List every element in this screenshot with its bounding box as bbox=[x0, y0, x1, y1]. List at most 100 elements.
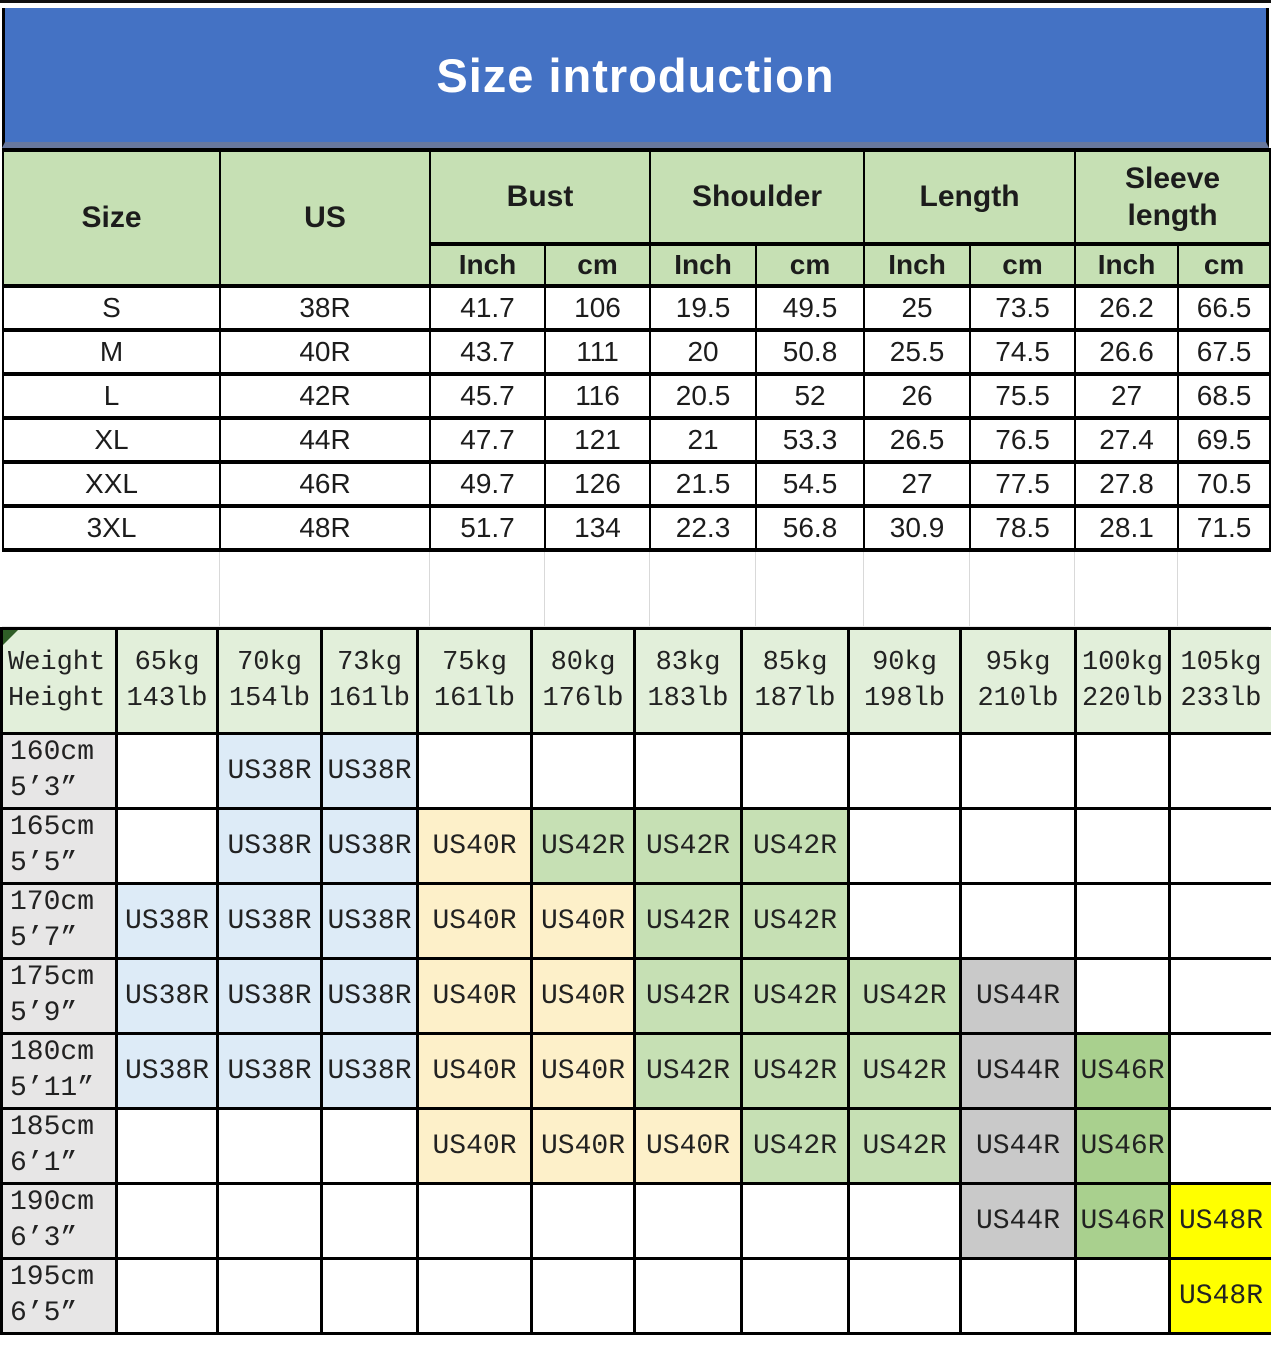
fit-size-cell: US38R bbox=[320, 1032, 419, 1110]
fit-size-cell: US38R bbox=[115, 957, 219, 1035]
measurement-cell: 27.8 bbox=[1074, 460, 1180, 508]
measurement-cell: 26.6 bbox=[1074, 328, 1180, 376]
measurement-cell: 54.5 bbox=[755, 460, 866, 508]
spacer-cell bbox=[2, 552, 220, 627]
weight-header-cell: 70kg 154lb bbox=[216, 627, 323, 735]
us-size-cell: 44R bbox=[219, 416, 431, 464]
fit-empty-cell bbox=[1074, 1257, 1171, 1335]
fit-size-cell: US42R bbox=[530, 807, 636, 885]
size-table-row: S 38R 41.7 106 19.5 49.5 25 73.5 26.2 66.5 bbox=[2, 284, 1271, 332]
height-row-label: 190cm 6’3” bbox=[0, 1182, 118, 1260]
height-ft-label: 6’3” bbox=[10, 1223, 78, 1254]
height-ft-label: 6’1” bbox=[10, 1148, 78, 1179]
fit-empty-cell bbox=[320, 1107, 419, 1185]
fit-empty-cell bbox=[216, 1107, 323, 1185]
measurement-cell: 25.5 bbox=[863, 328, 972, 376]
measurement-cell: 68.5 bbox=[1177, 372, 1271, 420]
measurement-cell: 121 bbox=[543, 416, 652, 464]
size-table-unit-cell: Inch bbox=[863, 242, 972, 288]
fit-size-cell: US40R bbox=[416, 1032, 533, 1110]
fit-size-cell: US42R bbox=[633, 807, 743, 885]
fit-empty-cell bbox=[959, 732, 1077, 810]
fit-empty-cell bbox=[1074, 882, 1171, 960]
measurement-cell: 22.3 bbox=[649, 504, 758, 552]
fit-size-cell: US42R bbox=[633, 882, 743, 960]
spacer-cell bbox=[863, 552, 970, 627]
measurement-cell: 21.5 bbox=[649, 460, 758, 508]
corner-marker-triangle-icon bbox=[4, 631, 18, 645]
fit-size-cell: US38R bbox=[216, 957, 323, 1035]
size-table-header-cell: Bust bbox=[428, 148, 652, 246]
measurement-cell: 74.5 bbox=[969, 328, 1077, 376]
fit-empty-cell bbox=[740, 732, 850, 810]
spacer-cell bbox=[755, 552, 864, 627]
weight-kg-label: 100kg bbox=[1081, 648, 1163, 678]
height-ft-label: 5’7” bbox=[10, 923, 78, 954]
size-table-row: L 42R 45.7 116 20.5 52 26 75.5 27 68.5 bbox=[2, 372, 1271, 420]
fit-size-cell: US42R bbox=[847, 957, 962, 1035]
fit-empty-cell bbox=[115, 1107, 219, 1185]
fit-size-cell: US40R bbox=[530, 882, 636, 960]
measurement-cell: 111 bbox=[543, 328, 652, 376]
fit-size-cell: US42R bbox=[740, 882, 850, 960]
weight-lb-label: 161lb bbox=[433, 684, 515, 714]
fit-empty-cell bbox=[1074, 957, 1171, 1035]
weight-kg-label: 85kg bbox=[762, 648, 828, 678]
fit-empty-cell bbox=[115, 1257, 219, 1335]
measurement-cell: 51.7 bbox=[429, 504, 546, 552]
us-size-cell: 42R bbox=[219, 372, 431, 420]
measurement-cell: 27 bbox=[863, 460, 972, 508]
fit-size-cell: US44R bbox=[959, 957, 1077, 1035]
weight-header-cell: 105kg 233lb bbox=[1168, 627, 1271, 735]
measurement-cell: 71.5 bbox=[1177, 504, 1271, 552]
spacer-cell bbox=[649, 552, 756, 627]
weight-lb-label: 210lb bbox=[977, 684, 1059, 714]
fit-empty-cell bbox=[530, 732, 636, 810]
measurement-cell: 134 bbox=[543, 504, 652, 552]
fit-size-cell: US42R bbox=[740, 807, 850, 885]
height-row-label: 180cm 5’11” bbox=[0, 1032, 118, 1110]
measurement-cell: 28.1 bbox=[1074, 504, 1180, 552]
measurement-cell: 116 bbox=[543, 372, 652, 420]
spacer-cell bbox=[219, 552, 430, 627]
fit-size-cell: US42R bbox=[740, 957, 850, 1035]
fit-size-cell: US42R bbox=[847, 1032, 962, 1110]
measurement-cell: 70.5 bbox=[1177, 460, 1271, 508]
fit-size-cell: US40R bbox=[416, 1107, 533, 1185]
fit-table-row: 175cm 5’9” US38R US38R US38R US40R US40R US42R U… bbox=[0, 957, 1271, 1035]
measurement-cell: 49.7 bbox=[429, 460, 546, 508]
height-row-label: 160cm 5’3” bbox=[0, 732, 118, 810]
measurement-cell: 19.5 bbox=[649, 284, 758, 332]
measurement-cell: 27 bbox=[1074, 372, 1180, 420]
measurement-cell: 76.5 bbox=[969, 416, 1077, 464]
fit-empty-cell bbox=[633, 732, 743, 810]
fit-table-body: 160cm 5’3” US38R US38R 165cm 5’5” US38R US38R US… bbox=[0, 732, 1271, 1335]
weight-lb-label: 161lb bbox=[328, 684, 410, 714]
weight-header-cell: 85kg 187lb bbox=[740, 627, 850, 735]
fit-size-cell: US42R bbox=[633, 1032, 743, 1110]
weight-lb-label: 176lb bbox=[542, 684, 624, 714]
fit-size-cell: US40R bbox=[633, 1107, 743, 1185]
weight-header-cell: 75kg 161lb bbox=[416, 627, 533, 735]
us-size-cell: 38R bbox=[219, 284, 431, 332]
fit-empty-cell bbox=[959, 807, 1077, 885]
measurement-cell: 43.7 bbox=[429, 328, 546, 376]
size-intro-banner: Size introduction bbox=[2, 8, 1269, 148]
measurement-cell: 47.7 bbox=[429, 416, 546, 464]
weight-kg-label: 65kg bbox=[134, 648, 200, 678]
fit-empty-cell bbox=[115, 1182, 219, 1260]
size-table-body: S 38R 41.7 106 19.5 49.5 25 73.5 26.2 66.5 M 40R 43.… bbox=[2, 284, 1271, 552]
weight-kg-label: 80kg bbox=[550, 648, 616, 678]
fit-empty-cell bbox=[959, 882, 1077, 960]
measurement-cell: 69.5 bbox=[1177, 416, 1271, 464]
measurement-cell: 53.3 bbox=[755, 416, 866, 464]
weight-height-corner-cell: Weight Height bbox=[0, 627, 118, 735]
fit-table-row: 195cm 6’5” US48R bbox=[0, 1257, 1271, 1335]
size-table-row: XL 44R 47.7 121 21 53.3 26.5 76.5 27.4 69.5 bbox=[2, 416, 1271, 464]
fit-size-cell: US42R bbox=[740, 1107, 850, 1185]
size-table-unit-cell: Inch bbox=[1074, 242, 1180, 288]
fit-size-cell: US42R bbox=[847, 1107, 962, 1185]
weight-kg-label: 95kg bbox=[985, 648, 1051, 678]
size-table-unit-cell: Inch bbox=[429, 242, 546, 288]
measurement-cell: 67.5 bbox=[1177, 328, 1271, 376]
